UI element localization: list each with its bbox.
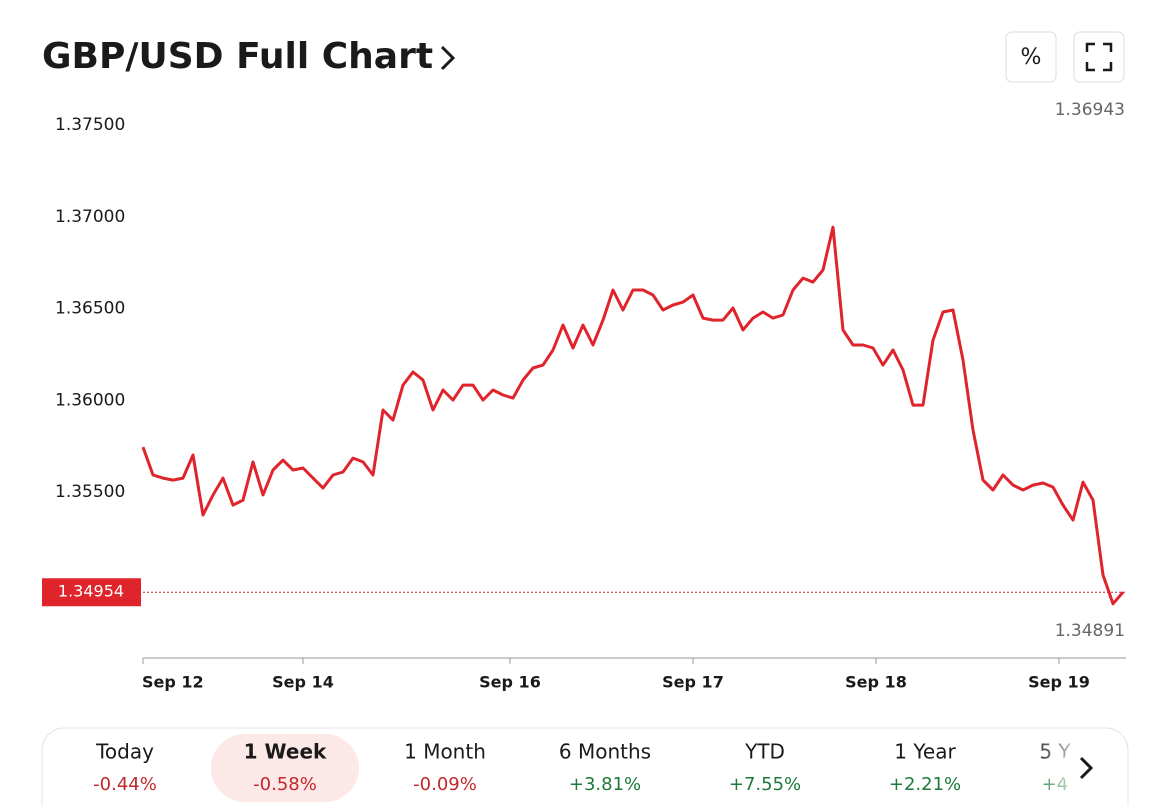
y-tick-label: 1.37000 (55, 207, 125, 227)
title-chevron[interactable] (440, 45, 456, 71)
period-label[interactable]: 1 Week (244, 740, 327, 764)
period-change: +7.55% (729, 774, 801, 795)
last-price-badge (42, 578, 141, 607)
period-change: +2.21% (889, 774, 961, 795)
period-change: -0.09% (413, 774, 477, 795)
period-label[interactable]: Today (95, 740, 154, 764)
period-label[interactable]: 1 Year (894, 740, 956, 764)
y-tick-label: 1.36500 (55, 299, 125, 319)
x-tick-label: Sep 16 (479, 673, 541, 692)
y-tick-label: 1.37500 (55, 115, 125, 135)
tabs-next-icon (1079, 756, 1094, 780)
period-tabs: Today -0.44% 1 Week -0.58% 1 Month -0.09% 6 Mo… (93, 734, 1071, 802)
x-tick-label: Sep 19 (1028, 673, 1090, 692)
last-price-label: 1.34954 (58, 582, 124, 601)
tabs-next-button[interactable] (1062, 744, 1110, 792)
percent-button[interactable] (1005, 31, 1057, 83)
period-change: -0.44% (93, 774, 157, 795)
period-change: -0.58% (253, 774, 317, 795)
fullscreen-icon (1085, 42, 1113, 72)
y-tick-label: 1.35500 (55, 482, 125, 502)
selected-tab-bg (211, 734, 359, 802)
period-change: +3.81% (569, 774, 641, 795)
period-label[interactable]: 1 Month (404, 740, 486, 764)
x-tick-label: Sep 12 (142, 673, 204, 692)
low-label: 1.34891 (1055, 621, 1125, 641)
x-tick-label: Sep 18 (845, 673, 907, 692)
tabs-border (41, 727, 1129, 806)
chart-title: GBP/USD Full Chart (42, 36, 433, 77)
period-label[interactable]: 6 Months (559, 740, 651, 764)
price-line (141, 225, 1125, 606)
percent-label: % (1021, 45, 1042, 70)
fullscreen-button[interactable] (1073, 31, 1125, 83)
high-label: 1.36943 (1055, 100, 1125, 120)
period-label[interactable]: YTD (744, 740, 785, 764)
x-tick-label: Sep 17 (662, 673, 724, 692)
y-tick-label: 1.36000 (55, 390, 125, 410)
x-tick-label: Sep 14 (272, 673, 334, 692)
